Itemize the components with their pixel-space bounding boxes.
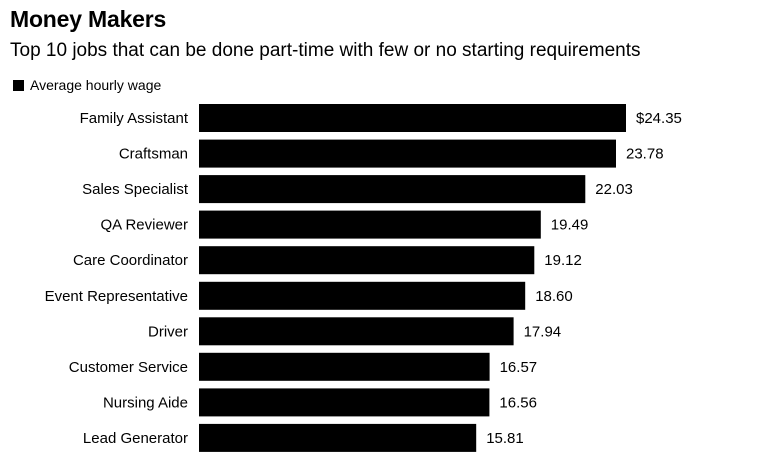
value-label: 16.57 bbox=[500, 359, 538, 376]
value-label: 19.49 bbox=[551, 217, 589, 234]
bar bbox=[199, 104, 626, 132]
bar bbox=[199, 352, 490, 381]
legend-label: Average hourly wage bbox=[30, 77, 162, 93]
category-label: Customer Service bbox=[69, 359, 188, 376]
value-label: 18.60 bbox=[535, 288, 573, 305]
value-label: 16.56 bbox=[499, 394, 537, 411]
bar bbox=[199, 317, 514, 346]
category-label: Nursing Aide bbox=[103, 394, 188, 411]
bar bbox=[199, 210, 541, 239]
chart-subtitle: Top 10 jobs that can be done part-time w… bbox=[10, 40, 641, 61]
bar bbox=[199, 281, 526, 310]
value-label: 15.81 bbox=[486, 430, 524, 447]
category-label: Care Coordinator bbox=[73, 252, 188, 269]
category-label: Craftsman bbox=[119, 146, 188, 163]
chart-legend: Average hourly wage bbox=[13, 77, 161, 93]
value-label: 22.03 bbox=[595, 181, 633, 198]
category-label: QA Reviewer bbox=[100, 217, 188, 234]
bar bbox=[199, 246, 535, 275]
value-label: 17.94 bbox=[524, 323, 562, 340]
category-label: Sales Specialist bbox=[82, 181, 189, 198]
bar bbox=[199, 423, 477, 452]
value-label: $24.35 bbox=[636, 110, 682, 127]
category-label: Lead Generator bbox=[83, 430, 188, 447]
value-label: 23.78 bbox=[626, 146, 664, 163]
category-label: Driver bbox=[148, 323, 188, 340]
bar bbox=[199, 139, 616, 168]
category-label: Event Representative bbox=[45, 288, 188, 305]
chart-title: Money Makers bbox=[10, 6, 167, 32]
bar bbox=[199, 175, 586, 204]
category-label: Family Assistant bbox=[80, 110, 189, 127]
legend-swatch bbox=[13, 79, 24, 91]
bar bbox=[199, 388, 490, 417]
value-label: 19.12 bbox=[544, 252, 582, 269]
